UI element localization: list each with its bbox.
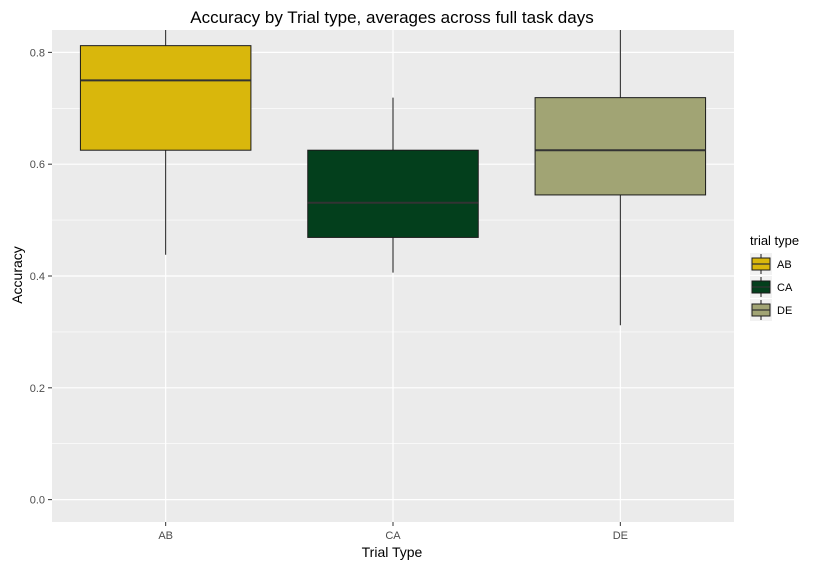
box-body [79,45,252,151]
box-ca [307,97,479,273]
y-tick-label: 0.4 [30,271,45,283]
y-axis-title: Accuracy [9,246,25,304]
legend-item-ca: CA [750,276,793,298]
legend-label: CA [777,282,793,294]
box-ab [79,30,252,255]
legend-title: trial type [750,233,799,248]
legend-item-de: DE [750,299,792,321]
y-tick-label: 0.8 [30,47,45,59]
box-body [534,97,707,196]
x-tick-label: CA [385,530,401,542]
legend: trial type AB CA DE [750,233,799,321]
chart-title: Accuracy by Trial type, averages across … [190,8,593,27]
legend-item-ab: AB [750,253,792,275]
x-tick-label: AB [158,530,173,542]
legend-label: AB [777,259,792,271]
legend-label: DE [777,305,792,317]
box-body [307,149,479,238]
y-tick-label: 0.0 [30,495,45,507]
y-tick-label: 0.2 [30,383,45,395]
box-de [534,30,707,326]
x-tick-label: DE [613,530,628,542]
y-tick-label: 0.6 [30,159,45,171]
x-axis-title: Trial Type [362,544,423,560]
